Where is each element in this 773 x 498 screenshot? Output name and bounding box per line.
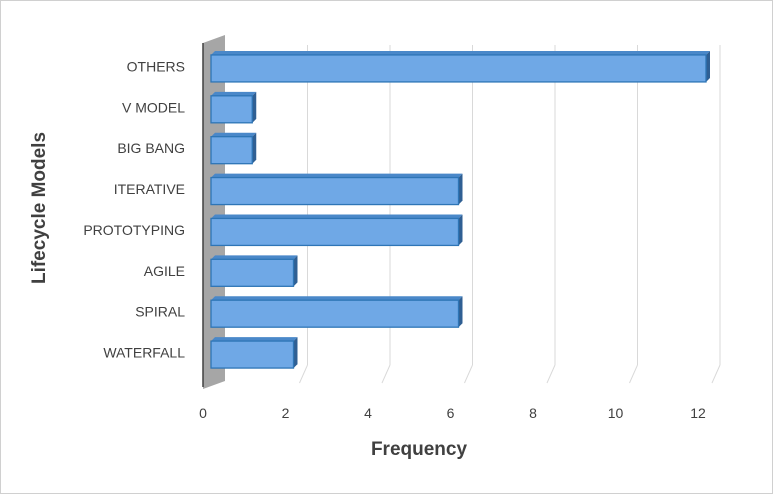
- y-axis-title: Lifecycle Models: [29, 132, 50, 284]
- bar-side-face: [706, 50, 710, 82]
- bar-v-model: [210, 91, 257, 124]
- x-tick-label: 0: [199, 405, 207, 421]
- category-label: ITERATIVE: [114, 181, 185, 197]
- x-tick-label: 12: [690, 405, 706, 421]
- x-axis-title: Frequency: [371, 439, 468, 460]
- x-tick-label: 6: [447, 405, 455, 421]
- x-tick-label: 8: [529, 405, 537, 421]
- bar-top-face: [211, 91, 257, 96]
- gridline-floor: [464, 364, 473, 384]
- bar-side-face: [293, 255, 298, 287]
- bar-front-face: [210, 54, 707, 83]
- bar-prototyping: [210, 214, 463, 247]
- bar-front-face: [210, 95, 253, 124]
- gridline-floor: [299, 364, 308, 384]
- bar-side-face: [458, 173, 463, 205]
- bar-iterative: [210, 173, 463, 206]
- bar-front-face: [210, 340, 295, 369]
- x-tick-label: 2: [282, 405, 290, 421]
- bar-front-face: [210, 136, 253, 165]
- bar-front-face: [210, 258, 295, 287]
- bar-others: [210, 50, 710, 83]
- category-label: AGILE: [144, 263, 185, 279]
- bar-side-face: [458, 296, 463, 328]
- category-label: OTHERS: [127, 58, 185, 74]
- bar-side-face: [293, 337, 298, 369]
- bar-front-face: [210, 176, 460, 206]
- bar-agile: [210, 255, 298, 287]
- x-tick-label: 10: [608, 405, 624, 421]
- category-label: WATERFALL: [103, 345, 185, 361]
- category-label: SPIRAL: [135, 304, 185, 320]
- gridline-floor: [381, 364, 391, 384]
- bar-top-face: [211, 173, 463, 178]
- bar-waterfall: [210, 337, 298, 369]
- axis-side-wall: [203, 35, 225, 389]
- category-label: V MODEL: [122, 99, 185, 115]
- bar-side-face: [252, 91, 257, 123]
- bar-front-face: [210, 217, 460, 247]
- bar-top-face: [211, 296, 463, 301]
- bar-top-face: [211, 255, 298, 260]
- bar-front-face: [210, 299, 460, 328]
- category-label: PROTOTYPING: [83, 222, 185, 238]
- bar-side-face: [252, 132, 257, 164]
- gridline-floor: [546, 364, 556, 384]
- gridline-floor: [711, 364, 721, 384]
- bar-top-face: [211, 132, 257, 137]
- bar-side-face: [458, 214, 463, 246]
- gridline-floor: [629, 364, 638, 384]
- category-label: BIG BANG: [117, 140, 185, 156]
- bar-top-face: [211, 337, 298, 342]
- x-tick-label: 4: [364, 405, 372, 421]
- bar-top-face: [211, 214, 463, 219]
- bar-big-bang: [210, 132, 257, 165]
- bar-top-face: [211, 50, 710, 55]
- bar-spiral: [210, 296, 463, 328]
